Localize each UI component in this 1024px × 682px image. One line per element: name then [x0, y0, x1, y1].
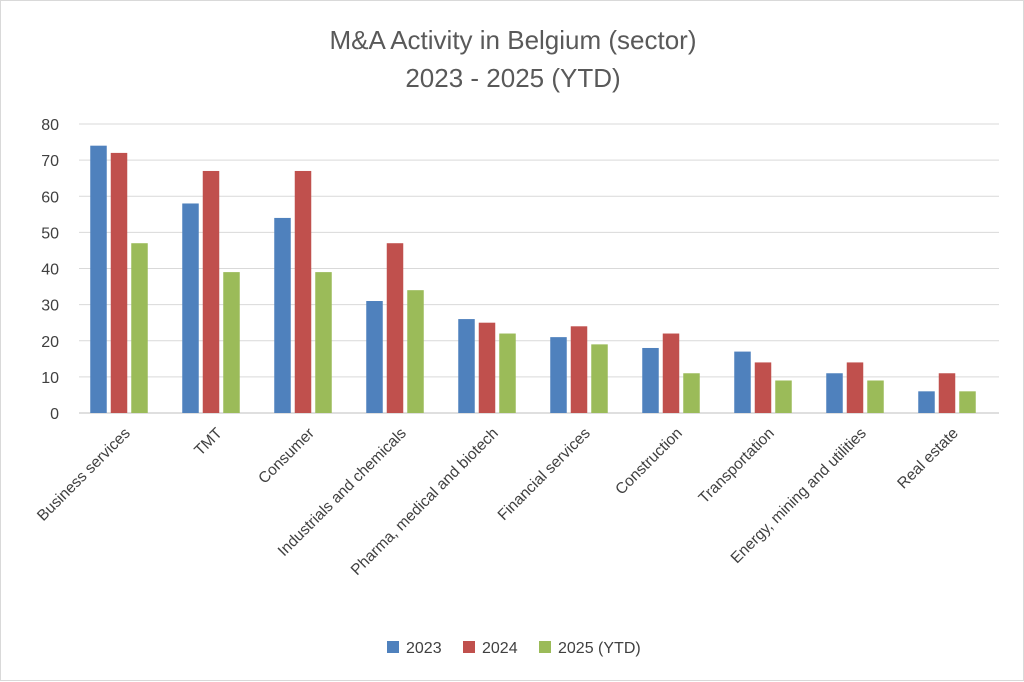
x-category-label: Real estate [894, 425, 961, 492]
bar-2025-ytd [407, 290, 424, 413]
legend-swatch [463, 641, 475, 653]
bar-2024 [294, 170, 312, 413]
chart-title-line2: 2023 - 2025 (YTD) [405, 63, 620, 93]
legend-label: 2025 (YTD) [558, 640, 641, 657]
bar-2024 [938, 373, 956, 413]
y-axis-ticks: 0 10 20 30 40 50 60 70 80 [41, 117, 59, 423]
bar-2023 [826, 373, 843, 413]
bar-2023 [550, 337, 567, 413]
y-tick-label: 30 [41, 298, 59, 315]
x-axis-labels: Business services TMT ConsumerIndustrials … [34, 424, 962, 578]
bar-2024 [202, 170, 220, 413]
bar-2023 [734, 351, 751, 413]
y-tick-label: 50 [41, 225, 59, 242]
bar-2025-ytd [315, 272, 332, 413]
legend-label: 2023 [406, 640, 442, 657]
chart-title-line1: M&A Activity in Belgium (sector) [330, 25, 697, 55]
x-category-label: Consumer [255, 425, 318, 488]
bar-2024 [110, 152, 128, 413]
bar-2024 [662, 333, 680, 413]
y-tick-label: 60 [41, 189, 59, 206]
y-tick-label: 80 [41, 117, 59, 134]
y-tick-label: 70 [41, 153, 59, 170]
bar-2025-ytd [499, 333, 516, 413]
y-tick-label: 20 [41, 334, 59, 351]
x-category-label: TMT [191, 424, 226, 459]
x-category-label: Financial services [495, 425, 594, 524]
y-tick-label: 0 [50, 406, 59, 423]
bar-2025-ytd [683, 373, 700, 413]
y-tick-label: 40 [41, 262, 59, 279]
bar-2025-ytd [775, 380, 792, 413]
bar-2023 [642, 347, 659, 413]
x-category-label: Pharma, medical and biotech [348, 425, 502, 579]
legend-swatch [539, 641, 551, 653]
bar-2023 [90, 145, 107, 414]
legend-label: 2024 [482, 640, 518, 657]
bar-2025-ytd [591, 344, 608, 413]
x-category-label: Business services [34, 425, 134, 525]
bar-2025-ytd [131, 243, 148, 413]
bar-2024 [570, 326, 588, 413]
bar-2025-ytd [959, 391, 976, 413]
y-tick-label: 10 [41, 370, 59, 387]
bar-2025-ytd [223, 272, 240, 413]
bar-2023 [182, 203, 199, 413]
legend-swatch [387, 641, 399, 653]
bars [90, 145, 976, 414]
bar-2024 [478, 322, 496, 413]
bar-2023 [274, 217, 291, 413]
bar-2023 [366, 301, 383, 413]
x-category-label: Construction [612, 425, 686, 499]
bar-2024 [386, 243, 404, 413]
legend: 2023 2024 2025 (YTD) [387, 640, 641, 657]
bar-2025-ytd [867, 380, 884, 413]
bar-2024 [846, 362, 864, 413]
bar-2023 [918, 391, 935, 413]
bar-2024 [754, 362, 772, 413]
x-category-label: Transportation [696, 425, 778, 507]
bar-2023 [458, 319, 475, 413]
